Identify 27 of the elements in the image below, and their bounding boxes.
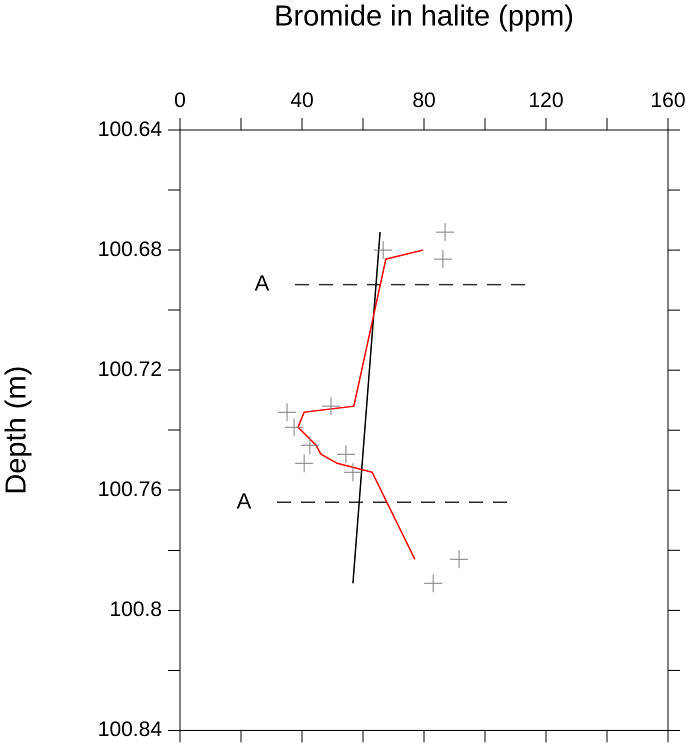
point xyxy=(294,454,314,473)
y-axis-title: Depth (m) xyxy=(0,366,32,495)
x-tick-label: 0 xyxy=(174,89,186,112)
y-tick-label: 100.76 xyxy=(98,478,162,502)
series-label: A xyxy=(254,270,270,296)
x-tick-label: 160 xyxy=(650,89,686,112)
point xyxy=(374,240,393,260)
x-axis-title: Bromide in halite (ppm) xyxy=(274,0,574,32)
y-tick-label: 100.72 xyxy=(98,358,162,381)
point xyxy=(284,418,304,437)
point xyxy=(336,444,356,464)
y-tick-label: 100.68 xyxy=(98,238,162,261)
point xyxy=(424,574,443,593)
y-tick-label: 100.84 xyxy=(98,718,162,742)
point xyxy=(278,402,297,422)
x-tick-label: 120 xyxy=(528,89,564,112)
x-tick-label: 80 xyxy=(412,89,436,112)
point xyxy=(436,222,455,242)
series-label: A xyxy=(236,488,252,514)
point xyxy=(433,250,452,269)
point xyxy=(300,436,320,455)
point xyxy=(343,462,362,482)
x-tick-label: 40 xyxy=(290,89,314,112)
y-tick-label: 100.64 xyxy=(98,118,162,141)
point xyxy=(321,396,340,416)
y-tick-label: 100.8 xyxy=(109,598,162,622)
point xyxy=(450,550,469,569)
